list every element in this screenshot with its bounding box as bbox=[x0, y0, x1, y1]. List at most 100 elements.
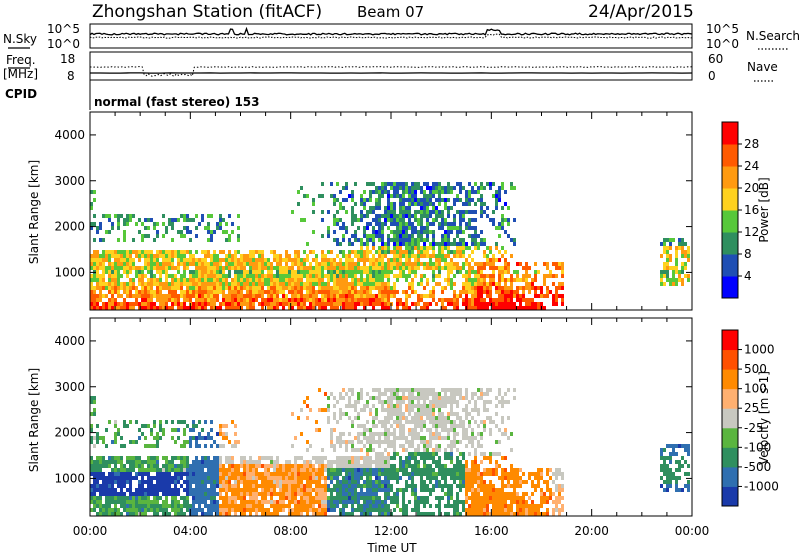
heat-cell bbox=[498, 294, 501, 298]
heat-cell bbox=[444, 492, 447, 496]
heat-cell bbox=[390, 286, 393, 290]
heat-cell bbox=[240, 262, 243, 266]
heat-cell bbox=[669, 258, 672, 262]
heat-cell bbox=[306, 404, 309, 408]
heat-cell bbox=[327, 262, 330, 266]
heat-cell bbox=[447, 282, 450, 286]
heat-cell bbox=[141, 282, 144, 286]
heat-cell bbox=[417, 408, 420, 412]
heat-cell bbox=[177, 294, 180, 298]
heat-cell bbox=[252, 266, 255, 270]
heat-cell bbox=[423, 286, 426, 290]
heat-cell bbox=[177, 472, 180, 476]
heat-cell bbox=[396, 488, 399, 492]
heat-cell bbox=[348, 388, 351, 392]
heat-cell bbox=[255, 270, 258, 274]
heat-cell bbox=[330, 504, 333, 508]
heat-cell bbox=[168, 250, 171, 254]
heat-cell bbox=[363, 270, 366, 274]
heat-cell bbox=[456, 448, 459, 452]
heat-cell bbox=[108, 504, 111, 508]
heat-cell bbox=[456, 230, 459, 234]
heat-cell bbox=[183, 282, 186, 286]
heat-cell bbox=[96, 298, 99, 302]
heat-cell bbox=[210, 428, 213, 432]
heat-cell bbox=[339, 496, 342, 500]
heat-cell bbox=[90, 222, 93, 226]
heat-cell bbox=[141, 432, 144, 436]
heat-cell bbox=[183, 504, 186, 508]
heat-cell bbox=[234, 496, 237, 500]
heat-cell bbox=[120, 254, 123, 258]
heat-cell bbox=[168, 476, 171, 480]
heat-cell bbox=[426, 182, 429, 186]
heat-cell bbox=[432, 448, 435, 452]
heat-cell bbox=[210, 476, 213, 480]
heat-cell bbox=[426, 456, 429, 460]
heat-cell bbox=[336, 500, 339, 504]
heat-cell bbox=[363, 508, 366, 512]
heat-cell bbox=[186, 500, 189, 504]
heat-cell bbox=[342, 500, 345, 504]
heat-cell bbox=[153, 290, 156, 294]
heat-cell bbox=[144, 218, 147, 222]
heat-cell bbox=[471, 242, 474, 246]
heat-cell bbox=[222, 298, 225, 302]
heat-cell bbox=[516, 262, 519, 266]
heat-cell bbox=[237, 294, 240, 298]
heat-cell bbox=[111, 282, 114, 286]
heat-cell bbox=[666, 258, 669, 262]
heat-cell bbox=[303, 262, 306, 266]
heat-cell bbox=[384, 484, 387, 488]
heat-cell bbox=[453, 440, 456, 444]
heat-cell bbox=[240, 504, 243, 508]
heat-cell bbox=[147, 294, 150, 298]
heat-cell bbox=[375, 464, 378, 468]
heat-cell bbox=[456, 198, 459, 202]
heat-cell bbox=[291, 298, 294, 302]
heat-cell bbox=[195, 424, 198, 428]
freq-label-2: [MHz] bbox=[3, 67, 38, 81]
heat-cell bbox=[390, 218, 393, 222]
heat-cell bbox=[219, 444, 222, 448]
heat-cell bbox=[213, 270, 216, 274]
heat-cell bbox=[123, 282, 126, 286]
heat-cell bbox=[465, 198, 468, 202]
heat-cell bbox=[405, 230, 408, 234]
heat-cell bbox=[666, 266, 669, 270]
heat-cell bbox=[243, 274, 246, 278]
heat-cell bbox=[357, 396, 360, 400]
heat-cell bbox=[213, 480, 216, 484]
heat-cell bbox=[264, 464, 267, 468]
heat-cell bbox=[423, 306, 426, 310]
heat-cell bbox=[246, 294, 249, 298]
heat-cell bbox=[318, 388, 321, 392]
heat-cell bbox=[126, 476, 129, 480]
heat-cell bbox=[432, 388, 435, 392]
heat-cell bbox=[111, 266, 114, 270]
heat-cell bbox=[312, 456, 315, 460]
heat-cell bbox=[396, 218, 399, 222]
heat-cell bbox=[399, 476, 402, 480]
heat-cell bbox=[294, 282, 297, 286]
heat-cell bbox=[282, 278, 285, 282]
heat-cell bbox=[162, 294, 165, 298]
heat-cell bbox=[183, 496, 186, 500]
heat-cell bbox=[114, 278, 117, 282]
heat-cell bbox=[321, 274, 324, 278]
heat-cell bbox=[360, 210, 363, 214]
heat-cell bbox=[420, 424, 423, 428]
heat-cell bbox=[555, 274, 558, 278]
heat-cell bbox=[387, 286, 390, 290]
heat-cell bbox=[318, 428, 321, 432]
heat-cell bbox=[435, 206, 438, 210]
heat-cell bbox=[198, 480, 201, 484]
heat-cell bbox=[267, 492, 270, 496]
heat-cell bbox=[375, 432, 378, 436]
heat-cell bbox=[342, 254, 345, 258]
heat-cell bbox=[300, 484, 303, 488]
heat-cell bbox=[519, 278, 522, 282]
heat-cell bbox=[504, 266, 507, 270]
heat-cell bbox=[405, 460, 408, 464]
heat-cell bbox=[276, 492, 279, 496]
